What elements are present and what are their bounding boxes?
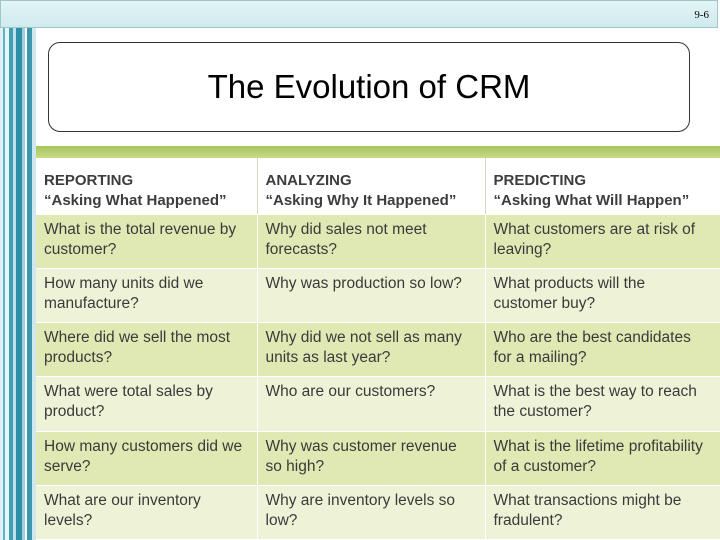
table-cell: What transactions might be fradulent? [485, 485, 720, 540]
table-cell: How many customers did we serve? [36, 431, 258, 486]
table-cell: Why was customer revenue so high? [257, 431, 486, 486]
header-analyzing: ANALYZING “Asking Why It Happened” [257, 158, 486, 215]
table-cell: How many units did we manufacture? [36, 268, 258, 324]
table-cell: What is the total revenue by customer? [36, 214, 258, 269]
slide-number: 9-6 [694, 9, 709, 21]
table-cell: What were total sales by product? [36, 376, 258, 432]
table-cell: What customers are at risk of leaving? [485, 214, 720, 269]
table-row: What are our inventory levels? Why are i… [36, 485, 720, 540]
table-cell: What is the best way to reach the custom… [485, 376, 720, 432]
table-row: Where did we sell the most products? Why… [36, 322, 720, 378]
table-row: How many units did we manufacture? Why w… [36, 268, 720, 324]
header-reporting: REPORTING “Asking What Happened” [36, 158, 258, 215]
table-cell: Why was production so low? [257, 268, 486, 324]
left-decorative-stripes [0, 28, 40, 540]
header-subtitle: “Asking What Happened” [44, 192, 227, 209]
table-cell: Why did we not sell as many units as las… [257, 322, 486, 378]
header-subtitle: “Asking Why It Happened” [265, 192, 457, 209]
table-cell: Why did sales not meet forecasts? [257, 214, 486, 269]
header-title: REPORTING [44, 172, 134, 189]
table-top-band [36, 146, 720, 158]
header-predicting: PREDICTING “Asking What Will Happen” [485, 158, 720, 215]
table-row: What were total sales by product? Who ar… [36, 376, 720, 432]
header-subtitle: “Asking What Will Happen” [493, 192, 690, 209]
table-row: What is the total revenue by customer? W… [36, 214, 720, 269]
header-title: PREDICTING [493, 172, 587, 189]
table-cell: Who are our customers? [257, 376, 486, 432]
table-cell: Why are inventory levels so low? [257, 485, 486, 540]
table-header-row: REPORTING “Asking What Happened” ANALYZI… [36, 158, 720, 215]
title-box [48, 42, 690, 132]
crm-evolution-table: REPORTING “Asking What Happened” ANALYZI… [36, 158, 720, 540]
table-cell: What products will the customer buy? [485, 268, 720, 324]
table-cell: What are our inventory levels? [36, 485, 258, 540]
slide-title: The Evolution of CRM [207, 68, 531, 105]
table-row: How many customers did we serve? Why was… [36, 431, 720, 486]
top-bar: 9-6 [0, 0, 718, 28]
table-cell: What is the lifetime profitability of a … [485, 431, 720, 486]
header-title: ANALYZING [265, 172, 352, 189]
table-cell: Who are the best candidates for a mailin… [485, 322, 720, 378]
table-cell: Where did we sell the most products? [36, 322, 258, 378]
